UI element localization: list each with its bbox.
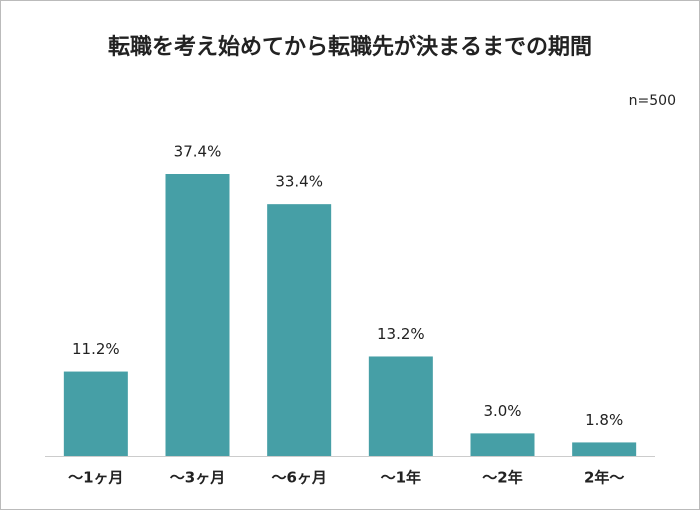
value-label: 3.0% <box>483 402 521 420</box>
value-label: 11.2% <box>72 340 120 358</box>
bar <box>63 371 128 456</box>
x-tick-label: ～6ヶ月 <box>271 469 326 487</box>
x-tick-label: ～1年 <box>381 469 421 487</box>
x-tick-label: ～3ヶ月 <box>170 469 225 487</box>
bar <box>470 433 535 456</box>
bar <box>267 204 332 456</box>
value-label: 1.8% <box>585 411 623 429</box>
x-tick-label: ～1ヶ月 <box>68 469 123 487</box>
value-label: 33.4% <box>275 173 323 191</box>
value-label: 37.4% <box>174 143 222 161</box>
x-tick-label: 2年～ <box>584 469 624 487</box>
chart-title: 転職を考え始めてから転職先が決まるまでの期間 <box>108 34 592 60</box>
x-tick-label: ～2年 <box>482 469 522 487</box>
value-label: 13.2% <box>377 325 425 343</box>
bar <box>572 442 637 456</box>
bar <box>165 174 230 456</box>
bar <box>368 356 433 456</box>
sample-size: n=500 <box>629 93 676 109</box>
